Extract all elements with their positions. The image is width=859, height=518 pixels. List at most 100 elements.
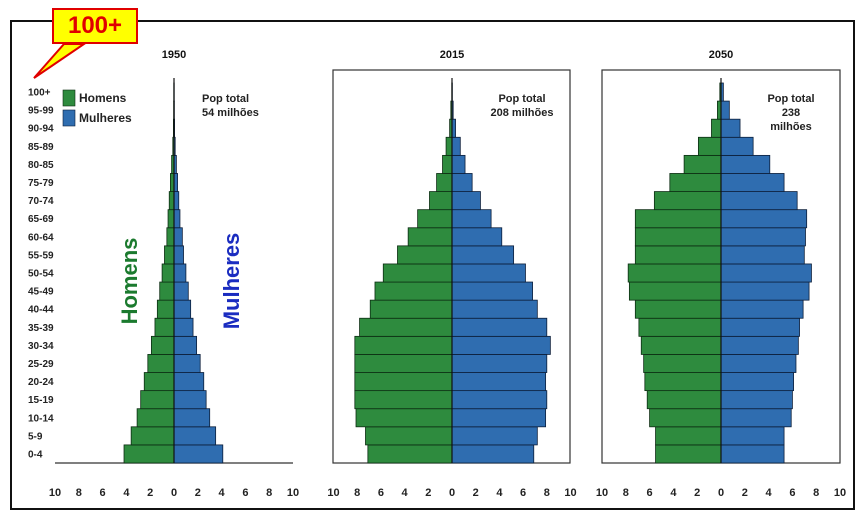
x-tick-label: 10 — [564, 487, 576, 499]
x-tick-label: 2 — [425, 487, 431, 499]
x-tick-label: 6 — [789, 487, 795, 499]
bar-men — [140, 390, 175, 410]
legend-label-women: Mulheres — [79, 111, 132, 125]
bar-women — [720, 335, 799, 355]
bar-men — [640, 335, 722, 355]
bar-women — [720, 426, 785, 446]
bar-women — [173, 426, 217, 446]
bar-women — [173, 317, 194, 337]
age-label: 75-79 — [28, 178, 54, 189]
x-tick-label: 10 — [596, 487, 608, 499]
age-label: 95-99 — [28, 106, 54, 117]
bar-men — [159, 281, 175, 301]
bar-women — [451, 136, 461, 156]
callout-pointer — [33, 43, 88, 79]
x-tick-label: 6 — [647, 487, 653, 499]
bar-men — [407, 227, 453, 247]
x-tick-label: 2 — [742, 487, 748, 499]
x-tick-label: 2 — [147, 487, 153, 499]
age-label: 25-29 — [28, 359, 54, 370]
x-tick-label: 4 — [123, 487, 130, 499]
bar-women — [451, 354, 548, 373]
bar-men — [711, 118, 722, 138]
bar-women — [173, 354, 201, 373]
bar-men — [354, 372, 453, 392]
bar-women — [720, 281, 810, 301]
panel-title: 2050 — [709, 49, 733, 61]
bar-women — [720, 390, 793, 410]
bar-men — [365, 426, 453, 446]
x-tick-label: 6 — [520, 487, 526, 499]
bar-men — [354, 354, 453, 373]
chart-frame — [10, 20, 855, 510]
bar-men — [669, 173, 722, 192]
x-tick-label: 8 — [623, 487, 629, 499]
pop-total-annotation: Pop total — [498, 93, 545, 105]
age-label: 50-54 — [28, 269, 54, 280]
bar-women — [451, 263, 526, 283]
pop-total-annotation: milhões — [770, 121, 812, 133]
bar-women — [451, 299, 538, 319]
x-tick-label: 8 — [813, 487, 819, 499]
bar-men — [369, 299, 453, 319]
bar-men — [161, 263, 175, 283]
bar-women — [720, 173, 785, 192]
bar-men — [627, 263, 722, 283]
bar-men — [417, 209, 453, 229]
age-label: 10-14 — [28, 413, 54, 424]
bar-women — [451, 227, 503, 247]
bar-men — [646, 390, 722, 410]
age-label: 5-9 — [28, 431, 43, 442]
bar-women — [173, 191, 180, 211]
bar-women — [720, 444, 785, 464]
bar-women — [173, 209, 181, 229]
bar-men — [167, 209, 175, 229]
bar-women — [720, 154, 771, 174]
age-100-plus-callout: 100+ — [52, 8, 138, 44]
x-tick-label: 4 — [766, 487, 773, 499]
bar-men — [154, 317, 175, 337]
age-label: 40-44 — [28, 305, 54, 316]
pop-total-annotation: 54 milhões — [202, 107, 259, 119]
bar-men — [649, 408, 722, 428]
bar-men — [436, 173, 453, 192]
bar-women — [720, 317, 800, 337]
x-tick-label: 0 — [171, 487, 177, 499]
bar-women — [173, 372, 205, 392]
x-tick-label: 6 — [100, 487, 106, 499]
bar-women — [720, 354, 797, 373]
age-label: 60-64 — [28, 232, 54, 243]
bar-men — [655, 444, 722, 464]
bar-men — [634, 227, 722, 247]
legend-label-men: Homens — [79, 91, 127, 105]
age-label: 65-69 — [28, 214, 54, 225]
bar-women — [720, 245, 805, 265]
pop-total-annotation: 208 milhões — [491, 107, 554, 119]
men-rotated-label: Homens — [117, 237, 142, 325]
bar-men — [643, 354, 722, 373]
bar-women — [720, 408, 792, 428]
age-label: 35-39 — [28, 323, 54, 334]
x-tick-label: 4 — [496, 487, 503, 499]
bar-men — [634, 245, 722, 265]
bar-men — [359, 317, 453, 337]
x-tick-label: 0 — [718, 487, 724, 499]
bar-men — [397, 245, 453, 265]
bar-men — [355, 408, 453, 428]
age-label: 55-59 — [28, 250, 54, 261]
x-tick-label: 10 — [327, 487, 339, 499]
x-tick-label: 10 — [49, 487, 61, 499]
age-label: 80-85 — [28, 160, 54, 171]
x-tick-label: 8 — [544, 487, 550, 499]
x-tick-label: 6 — [378, 487, 384, 499]
bar-women — [173, 245, 184, 265]
age-label: 85-89 — [28, 142, 54, 153]
bar-women — [451, 191, 481, 211]
x-tick-label: 2 — [694, 487, 700, 499]
bar-men — [150, 335, 175, 355]
legend-swatch-men — [62, 89, 76, 107]
bar-women — [173, 299, 192, 319]
age-label: 20-24 — [28, 377, 54, 388]
legend-swatch-women — [62, 109, 76, 127]
